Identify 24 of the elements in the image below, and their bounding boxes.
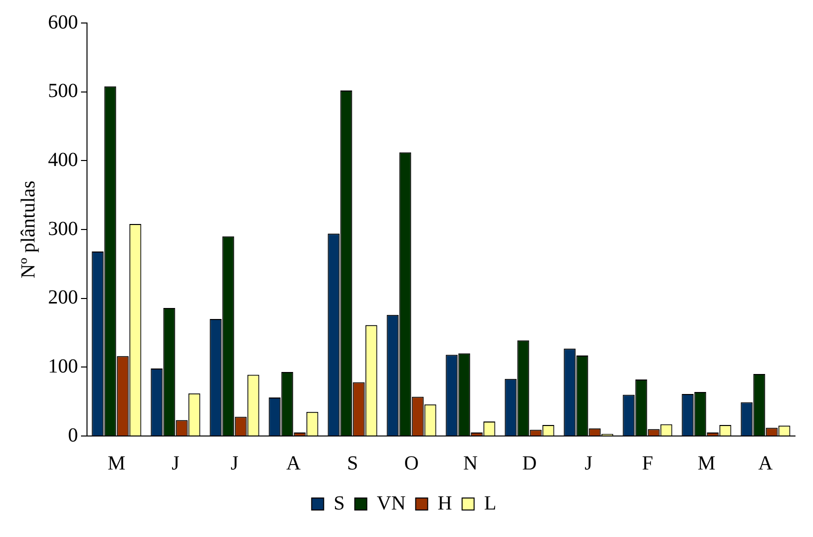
- x-tick-label: J: [172, 452, 180, 474]
- x-tick-label: M: [698, 452, 716, 474]
- y-axis-title: Nº plântulas: [17, 180, 40, 278]
- y-tick-label: 100: [48, 355, 78, 378]
- legend-label: H: [438, 492, 452, 514]
- x-tick-label: A: [286, 452, 302, 474]
- y-tick-label: 300: [48, 218, 78, 240]
- x-tick-label: M: [108, 452, 126, 474]
- legend-label: L: [484, 492, 496, 514]
- x-tick-label: A: [758, 452, 774, 474]
- x-tick-label: S: [346, 452, 358, 474]
- y-tick-label: 200: [48, 286, 78, 309]
- x-tick-label: J: [230, 452, 239, 474]
- legend-label: VN: [376, 492, 406, 514]
- x-tick-label: O: [404, 452, 419, 474]
- x-tick-label: J: [584, 452, 593, 474]
- y-tick-label: 500: [48, 80, 78, 102]
- x-tick-label: D: [522, 452, 537, 474]
- x-tick-label: F: [642, 452, 654, 474]
- legend-label: S: [334, 492, 345, 514]
- y-tick-label: 0: [68, 424, 78, 446]
- x-tick-label: N: [463, 452, 478, 474]
- y-tick-label: 400: [48, 148, 78, 171]
- y-tick-label: 600: [48, 11, 78, 34]
